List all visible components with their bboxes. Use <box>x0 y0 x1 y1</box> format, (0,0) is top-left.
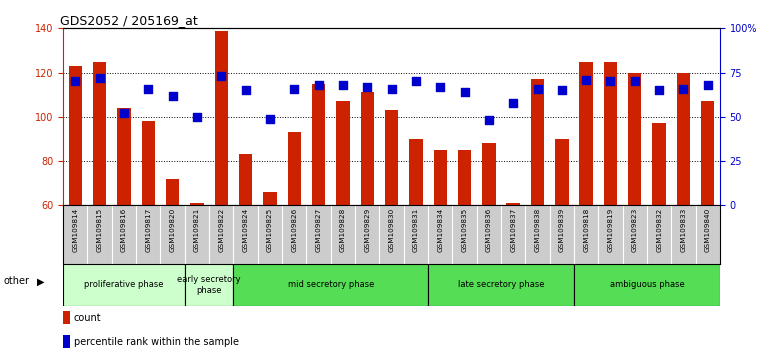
Bar <box>580 62 593 205</box>
Point <box>604 79 617 84</box>
Bar <box>263 192 276 205</box>
Text: GSM109819: GSM109819 <box>608 208 614 252</box>
Text: GSM109823: GSM109823 <box>632 208 638 252</box>
Bar <box>336 101 350 205</box>
Text: GSM109825: GSM109825 <box>267 208 273 252</box>
Bar <box>63 311 70 324</box>
Text: early secretory
phase: early secretory phase <box>177 275 241 295</box>
Text: GSM109835: GSM109835 <box>461 208 467 252</box>
Text: mid secretory phase: mid secretory phase <box>287 280 374 290</box>
Point <box>239 87 252 93</box>
Point <box>336 82 349 88</box>
Point <box>264 116 276 121</box>
Text: ▶: ▶ <box>37 276 45 286</box>
Point <box>531 86 544 91</box>
Text: GSM109830: GSM109830 <box>389 208 394 252</box>
Bar <box>604 62 618 205</box>
Bar <box>69 66 82 205</box>
Point <box>93 75 105 81</box>
Point <box>215 73 227 79</box>
Text: GSM109814: GSM109814 <box>72 208 79 252</box>
Text: GSM109827: GSM109827 <box>316 208 322 252</box>
Text: GSM109818: GSM109818 <box>583 208 589 252</box>
Point <box>458 89 470 95</box>
Text: late secretory phase: late secretory phase <box>457 280 544 290</box>
Point <box>166 93 179 98</box>
Bar <box>458 150 471 205</box>
Bar <box>312 84 325 205</box>
Point <box>483 118 495 123</box>
Text: ambiguous phase: ambiguous phase <box>610 280 685 290</box>
Text: GSM109838: GSM109838 <box>534 208 541 252</box>
Point <box>678 86 690 91</box>
Point <box>701 82 714 88</box>
Bar <box>166 179 179 205</box>
Text: GSM109815: GSM109815 <box>96 208 102 252</box>
Bar <box>239 154 253 205</box>
Point <box>191 114 203 120</box>
Bar <box>233 264 428 306</box>
Point <box>580 77 592 82</box>
Point <box>556 87 568 93</box>
Bar <box>652 124 666 205</box>
Bar <box>428 264 574 306</box>
Text: GSM109833: GSM109833 <box>681 208 687 252</box>
Text: GSM109831: GSM109831 <box>413 208 419 252</box>
Bar <box>677 73 690 205</box>
Text: GSM109824: GSM109824 <box>243 208 249 252</box>
Text: GSM109826: GSM109826 <box>291 208 297 252</box>
Text: GSM109834: GSM109834 <box>437 208 444 252</box>
Bar <box>574 264 720 306</box>
Text: GSM109829: GSM109829 <box>364 208 370 252</box>
Bar <box>482 143 496 205</box>
Text: GSM109840: GSM109840 <box>705 208 711 252</box>
Point <box>69 79 82 84</box>
Text: GSM109832: GSM109832 <box>656 208 662 252</box>
Bar <box>215 30 228 205</box>
Point <box>507 100 519 105</box>
Bar <box>409 139 423 205</box>
Point <box>118 110 130 116</box>
Bar <box>360 92 374 205</box>
Bar <box>701 101 715 205</box>
Text: other: other <box>4 276 30 286</box>
Text: GSM109821: GSM109821 <box>194 208 200 252</box>
Bar <box>287 132 301 205</box>
Text: GSM109828: GSM109828 <box>340 208 346 252</box>
Point <box>288 86 300 91</box>
Point <box>361 84 373 90</box>
Bar <box>434 150 447 205</box>
Text: GSM109837: GSM109837 <box>511 208 516 252</box>
Bar <box>63 264 185 306</box>
Bar <box>185 264 233 306</box>
Text: count: count <box>74 313 102 323</box>
Point <box>653 87 665 93</box>
Point <box>142 86 155 91</box>
Bar <box>63 335 70 348</box>
Text: GSM109822: GSM109822 <box>218 208 224 252</box>
Text: GSM109839: GSM109839 <box>559 208 565 252</box>
Bar <box>190 203 203 205</box>
Bar <box>555 139 568 205</box>
Bar <box>117 108 131 205</box>
Point <box>628 79 641 84</box>
Text: percentile rank within the sample: percentile rank within the sample <box>74 337 239 347</box>
Text: GSM109820: GSM109820 <box>169 208 176 252</box>
Point <box>410 79 422 84</box>
Text: proliferative phase: proliferative phase <box>84 280 164 290</box>
Point <box>313 82 325 88</box>
Bar <box>507 203 520 205</box>
Bar <box>385 110 398 205</box>
Bar <box>531 79 544 205</box>
Bar <box>628 73 641 205</box>
Text: GSM109836: GSM109836 <box>486 208 492 252</box>
Text: GSM109816: GSM109816 <box>121 208 127 252</box>
Text: GSM109817: GSM109817 <box>146 208 151 252</box>
Point <box>434 84 447 90</box>
Text: GDS2052 / 205169_at: GDS2052 / 205169_at <box>60 14 198 27</box>
Bar <box>142 121 155 205</box>
Point <box>386 86 398 91</box>
Bar <box>93 62 106 205</box>
